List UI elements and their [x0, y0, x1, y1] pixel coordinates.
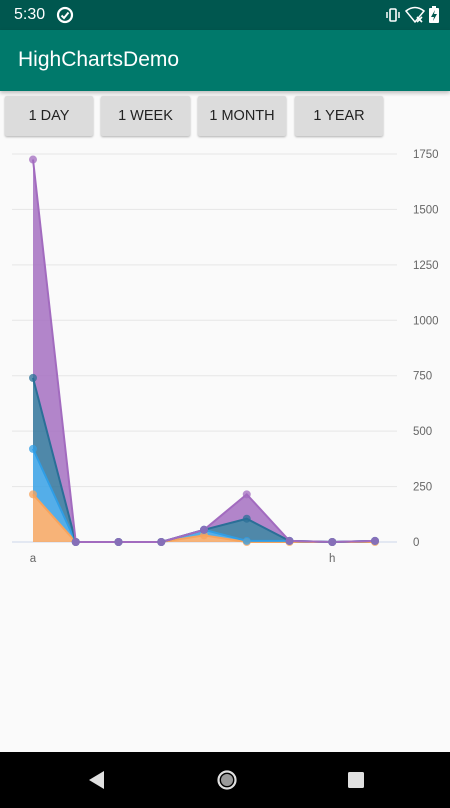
data-saver-icon [56, 6, 74, 24]
data-point [29, 490, 37, 499]
line-series-3 [32, 159, 376, 544]
home-icon[interactable] [216, 769, 238, 791]
area-series-3 [33, 159, 375, 543]
back-icon[interactable] [86, 769, 106, 791]
data-point [29, 444, 37, 453]
y-tick-label: 0 [413, 537, 419, 549]
button-1-week[interactable]: 1 WEEK [101, 96, 190, 136]
wifi-off-icon [405, 6, 425, 24]
data-point [285, 536, 294, 545]
y-tick-label: 1250 [413, 260, 439, 272]
button-1-month[interactable]: 1 MONTH [198, 96, 286, 136]
navigation-bar [0, 752, 450, 808]
data-point [242, 490, 251, 499]
battery-charging-icon [429, 6, 439, 23]
area-series-2 [33, 377, 375, 542]
data-point [242, 514, 251, 523]
data-point [200, 531, 208, 540]
status-time: 5:30 [14, 6, 46, 23]
data-point [328, 538, 337, 546]
app-bar: HighChartsDemo [0, 30, 450, 91]
data-point [242, 536, 251, 545]
area-series-0 [33, 494, 375, 542]
y-tick-label: 1750 [413, 149, 439, 161]
range-button-row: 1 DAY 1 WEEK 1 MONTH 1 YEAR [0, 96, 450, 140]
data-point [71, 538, 80, 546]
data-point [371, 536, 379, 545]
button-1-day[interactable]: 1 DAY [5, 96, 93, 136]
x-tick-label: h [329, 553, 335, 565]
x-tick-label: a [30, 553, 37, 565]
data-point [114, 538, 123, 546]
button-1-year[interactable]: 1 YEAR [295, 96, 383, 136]
data-point [200, 525, 208, 534]
line-series-2 [32, 377, 376, 544]
data-point [29, 373, 37, 382]
data-point [157, 538, 166, 546]
data-point [29, 155, 37, 164]
y-tick-label: 750 [413, 371, 432, 383]
stacked-area-chart: 0 250 500 750 1000 1250 1500 1750 a h [12, 149, 439, 565]
y-tick-label: 250 [413, 482, 432, 494]
y-tick-label: 1500 [413, 204, 439, 216]
vibrate-icon [386, 8, 400, 22]
recents-icon[interactable] [347, 771, 365, 789]
y-tick-label: 1000 [413, 315, 439, 327]
chart-container: 0 250 500 750 1000 1250 1500 1750 a h [0, 145, 450, 575]
app-title: HighChartsDemo [18, 48, 180, 71]
y-tick-label: 500 [413, 426, 432, 438]
status-bar: 5:30 [0, 0, 450, 30]
